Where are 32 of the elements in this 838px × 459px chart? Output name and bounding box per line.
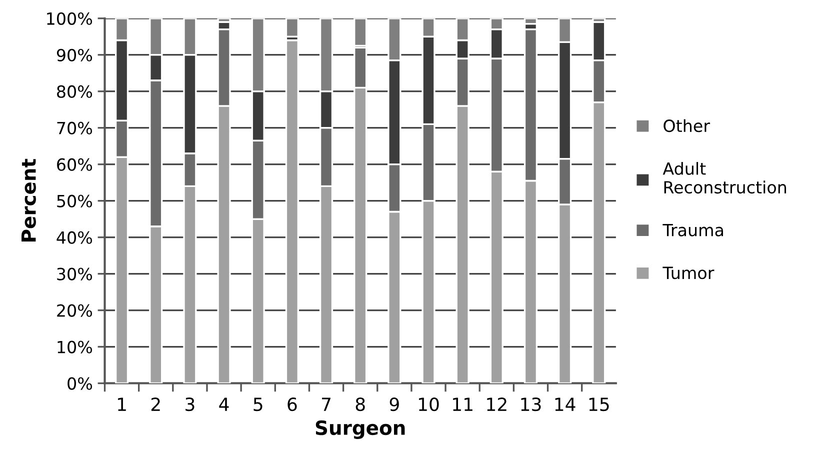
legend-label: Tumor: [662, 266, 714, 280]
x-tick-label: 7: [322, 398, 330, 411]
y-tick-label: 20%: [57, 304, 92, 317]
y-tick-label: 60%: [57, 158, 92, 171]
y-axis-title: Percent: [22, 158, 36, 242]
x-tick-label: 14: [555, 398, 576, 411]
legend-label: Other: [664, 119, 710, 132]
x-tick-label: 10: [418, 397, 439, 412]
y-tick-label: 50%: [57, 194, 92, 208]
x-tick-label: 2: [151, 397, 160, 411]
y-tick-label: 70%: [57, 122, 92, 134]
y-tick-label: 0%: [68, 377, 92, 390]
y-tick-label: 40%: [56, 231, 92, 244]
x-tick-label: 3: [186, 397, 194, 412]
x-tick-label: 4: [219, 398, 229, 411]
y-tick-label: 100%: [47, 12, 92, 25]
x-tick-label: 6: [288, 397, 297, 412]
x-tick-label: 1: [118, 398, 126, 411]
y-tick-label: 30%: [57, 268, 92, 280]
x-tick-label: 11: [453, 398, 472, 411]
y-tick-label: 80%: [57, 85, 92, 98]
x-tick-label: 12: [487, 397, 506, 411]
legend-label: Adult Reconstruction: [662, 162, 786, 194]
x-tick-label: 8: [356, 397, 365, 412]
x-tick-label: 9: [390, 397, 399, 412]
x-tick-label: 5: [254, 398, 262, 412]
y-tick-label: 10%: [58, 340, 92, 354]
x-tick-label: 15: [589, 398, 609, 412]
x-axis-title: Surgeon: [316, 420, 405, 439]
x-tick-label: 13: [521, 397, 541, 412]
y-tick-label: 90%: [56, 48, 92, 62]
legend-label: Trauma: [662, 224, 723, 236]
